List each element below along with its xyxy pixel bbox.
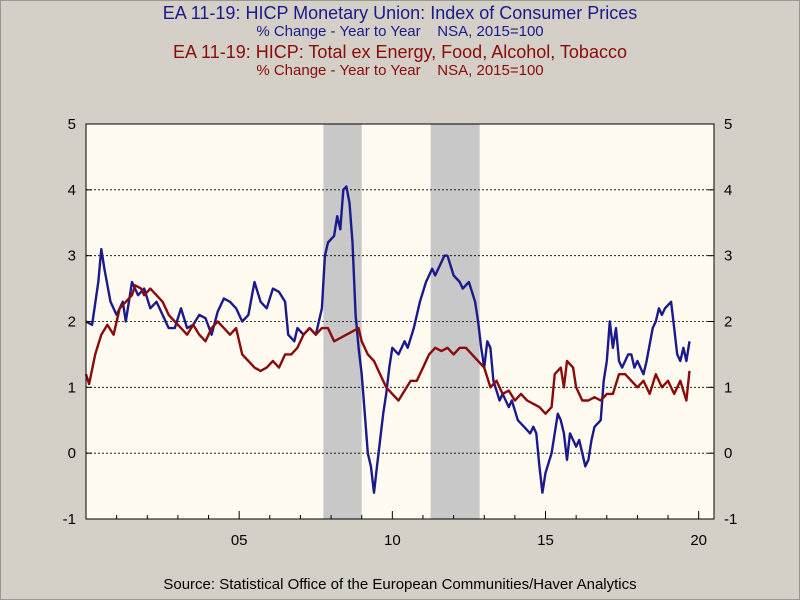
series2-title: EA 11-19: HICP: Total ex Energy, Food, A…	[173, 42, 627, 62]
chart-titles: EA 11-19: HICP Monetary Union: Index of …	[0, 4, 800, 82]
y-tick-label-right: 3	[724, 248, 732, 265]
y-tick-label-left: 3	[68, 248, 76, 265]
series-line-2	[84, 284, 691, 415]
y-tick-label-right: 5	[724, 116, 732, 133]
source-note: Source: Statistical Office of the Europe…	[163, 576, 637, 593]
gridlines	[86, 189, 714, 454]
series1-title: EA 11-19: HICP Monetary Union: Index of …	[162, 3, 638, 23]
series-lines	[84, 185, 691, 494]
series2-subtitle: % Change - Year to Year NSA, 2015=100	[256, 62, 544, 79]
y-tick-label-right: 2	[724, 314, 732, 331]
series1-subtitle: % Change - Year to Year NSA, 2015=100	[256, 23, 544, 40]
y-tick-label-left: 1	[68, 379, 76, 396]
y-tick-label-left: 4	[68, 182, 76, 199]
x-tick-label: 15	[537, 532, 554, 549]
y-tick-label-right: 4	[724, 182, 732, 199]
axes: -1 -1 0 0 1 1 2 2 3 3 4 4 5 5 05 10 15 20	[63, 116, 738, 549]
y-tick-label-right: 1	[724, 379, 732, 396]
x-tick-label: 10	[384, 532, 401, 549]
y-tick-label-left: 5	[68, 116, 76, 133]
x-tick-label: 05	[231, 532, 248, 549]
x-tick-label: 20	[690, 532, 707, 549]
y-tick-label-left: 0	[68, 445, 76, 462]
y-tick-label-left: 2	[68, 314, 76, 331]
series-line-1	[85, 185, 691, 494]
y-tick-label-left: -1	[63, 511, 76, 528]
y-tick-label-right: -1	[724, 511, 737, 528]
y-tick-label-right: 0	[724, 445, 732, 462]
